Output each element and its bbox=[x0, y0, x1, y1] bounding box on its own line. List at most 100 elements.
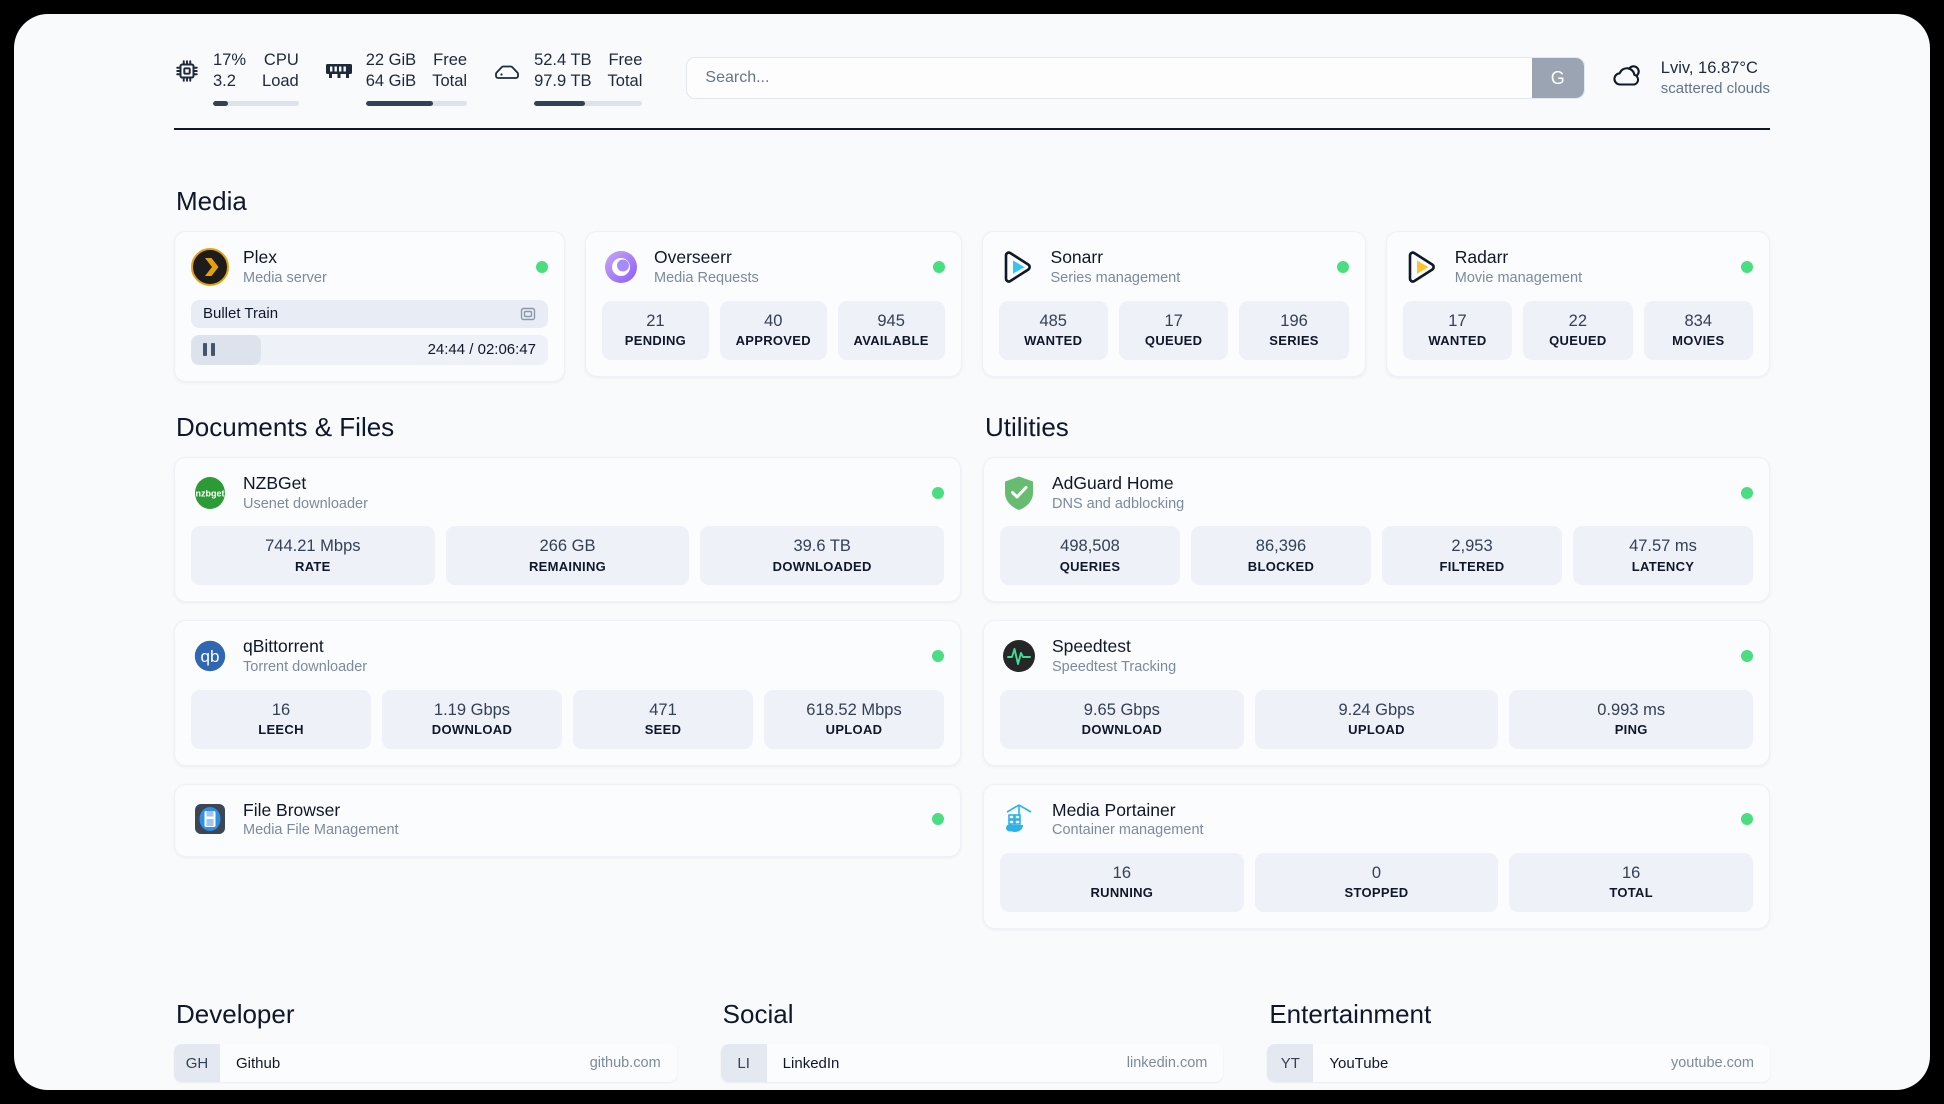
plex-now-playing-title: Bullet Train bbox=[203, 305, 279, 323]
bookmark-link[interactable]: GH Github github.com bbox=[174, 1044, 677, 1083]
stat-value: 2,953 bbox=[1451, 537, 1493, 556]
stat-value: 9.24 Gbps bbox=[1338, 700, 1415, 719]
cpu-usage-bar bbox=[213, 101, 299, 107]
memory-usage-bar bbox=[365, 101, 468, 107]
bookmark-group-social: Social LI LinkedIn linkedin.com TW Twitt… bbox=[720, 999, 1224, 1090]
speedtest-description: Speedtest Tracking bbox=[1052, 658, 1177, 675]
stat-box: 16 RUNNING bbox=[1000, 853, 1244, 913]
stat-label: QUERIES bbox=[1059, 558, 1121, 574]
qbittorrent-name: qBittorrent bbox=[243, 636, 324, 657]
nzbget-name: NZBGet bbox=[243, 472, 307, 493]
speedtest-icon bbox=[1000, 637, 1038, 675]
stat-value: 485 bbox=[1039, 311, 1067, 330]
stat-label: LEECH bbox=[258, 722, 304, 738]
filebrowser-status-indicator bbox=[932, 813, 944, 826]
bookmark-name: YouTube bbox=[1329, 1054, 1389, 1072]
stat-value: 498,508 bbox=[1060, 537, 1120, 556]
service-card-speedtest[interactable]: Speedtest Speedtest Tracking 9.65 Gbps D… bbox=[983, 620, 1770, 766]
cpu-stat-group: 17% 3.2 CPU Load bbox=[174, 50, 299, 107]
overseerr-stats: 21 PENDING 40 APPROVED 945 AVAILABLE bbox=[602, 300, 945, 360]
radarr-name: Radarr bbox=[1454, 247, 1509, 268]
documents-column: Documents & Files nzbget NZBGet Usenet d… bbox=[174, 412, 961, 947]
service-card-nzbget[interactable]: nzbget NZBGet Usenet downloader 744.21 M… bbox=[174, 456, 961, 603]
qbittorrent-stats: 16 LEECH 1.19 Gbps DOWNLOAD 471 SEED 618… bbox=[191, 689, 944, 749]
disk-free: 52.4 TB bbox=[534, 51, 592, 69]
bookmark-group-developer: Developer GH Github github.com SO StackO… bbox=[174, 999, 677, 1090]
portainer-icon bbox=[1000, 800, 1038, 838]
stat-box: 9.65 Gbps DOWNLOAD bbox=[1000, 689, 1244, 749]
cpu-icon bbox=[174, 50, 200, 84]
stat-box: 47.57 ms LATENCY bbox=[1573, 526, 1753, 586]
stat-value: 16 bbox=[1112, 864, 1132, 883]
stat-box: 21 PENDING bbox=[602, 300, 709, 360]
stat-value: 17 bbox=[1448, 311, 1467, 330]
stat-value: 266 GB bbox=[539, 537, 596, 556]
stat-label: BLOCKED bbox=[1247, 558, 1315, 574]
adguard-name: AdGuard Home bbox=[1052, 472, 1174, 493]
bookmark-group-title: Social bbox=[722, 999, 794, 1030]
service-card-portainer[interactable]: Media Portainer Container management 16 … bbox=[983, 783, 1770, 930]
search-submit-button[interactable]: G bbox=[1531, 58, 1584, 99]
bookmark-link[interactable]: YT YouTube youtube.com bbox=[1267, 1044, 1771, 1083]
search-bar[interactable]: G bbox=[686, 57, 1585, 100]
disk-label-total: Total bbox=[607, 72, 643, 91]
stat-box: 16 LEECH bbox=[191, 689, 371, 749]
stat-label: DOWNLOAD bbox=[1081, 722, 1163, 738]
adguard-stats: 498,508 QUERIES 86,396 BLOCKED 2,953 FIL… bbox=[1000, 526, 1753, 586]
disk-usage-bar bbox=[534, 101, 643, 107]
memory-total: 64 GiB bbox=[365, 72, 417, 91]
qbittorrent-description: Torrent downloader bbox=[243, 658, 368, 675]
cast-icon[interactable] bbox=[520, 306, 536, 322]
stat-label: SEED bbox=[644, 722, 682, 738]
stat-value: 22 bbox=[1568, 311, 1588, 330]
qbittorrent-icon: qb bbox=[191, 637, 229, 675]
speedtest-status-indicator bbox=[1741, 650, 1753, 663]
plex-progress-bar[interactable]: 24:44 / 02:06:47 bbox=[191, 334, 548, 365]
bookmark-name: LinkedIn bbox=[782, 1054, 840, 1072]
disk-stat-group: 52.4 TB 97.9 TB Free Total bbox=[493, 50, 643, 107]
stat-label: WANTED bbox=[1024, 333, 1083, 349]
pause-icon[interactable] bbox=[203, 343, 215, 357]
bookmark-name: Github bbox=[236, 1054, 281, 1072]
sonarr-stats: 485 WANTED 17 QUEUED 196 SERIES bbox=[998, 300, 1349, 360]
stat-box: 744.21 Mbps RATE bbox=[191, 526, 435, 586]
stat-value: 471 bbox=[649, 700, 677, 719]
cloud-icon bbox=[1611, 61, 1647, 96]
section-title-documents: Documents & Files bbox=[176, 411, 395, 442]
stat-box: 834 MOVIES bbox=[1643, 300, 1753, 360]
cpu-label-secondary: Load bbox=[262, 72, 299, 91]
service-card-radarr[interactable]: Radarr Movie management 17 WANTED 22 QUE… bbox=[1385, 231, 1770, 377]
bookmark-link[interactable]: LI LinkedIn linkedin.com bbox=[720, 1044, 1224, 1083]
stat-label: QUEUED bbox=[1549, 333, 1607, 349]
service-card-filebrowser[interactable]: File Browser Media File Management bbox=[174, 783, 961, 858]
nzbget-status-indicator bbox=[932, 486, 944, 499]
stat-box: 40 APPROVED bbox=[719, 300, 827, 360]
stat-box: 1.19 Gbps DOWNLOAD bbox=[382, 689, 562, 749]
adguard-status-indicator bbox=[1741, 486, 1753, 499]
overseerr-name: Overseerr bbox=[654, 247, 732, 268]
service-card-adguard[interactable]: AdGuard Home DNS and adblocking 498,508 … bbox=[983, 456, 1770, 603]
search-input[interactable] bbox=[687, 69, 1532, 88]
stat-label: STOPPED bbox=[1344, 885, 1409, 901]
stat-value: 16 bbox=[271, 700, 291, 719]
service-card-plex[interactable]: Plex Media server Bullet Train bbox=[174, 231, 565, 382]
nzbget-icon: nzbget bbox=[191, 474, 229, 512]
filebrowser-icon bbox=[191, 800, 229, 838]
memory-free: 22 GiB bbox=[365, 51, 417, 69]
radarr-status-indicator bbox=[1740, 261, 1753, 274]
disk-total: 97.9 TB bbox=[534, 72, 592, 91]
overseerr-description: Media Requests bbox=[654, 269, 759, 286]
utilities-column: Utilities AdGuard Home DNS and adblockin… bbox=[983, 412, 1770, 947]
stat-box: 17 WANTED bbox=[1402, 300, 1513, 360]
stat-label: MOVIES bbox=[1672, 333, 1725, 349]
service-card-sonarr[interactable]: Sonarr Series management 485 WANTED 17 Q… bbox=[981, 231, 1366, 377]
stat-label: FILTERED bbox=[1439, 558, 1505, 574]
bookmark-abbr: YT bbox=[1267, 1044, 1314, 1083]
sonarr-icon bbox=[999, 248, 1037, 286]
service-card-overseerr[interactable]: Overseerr Media Requests 21 PENDING 40 A… bbox=[585, 231, 962, 377]
overseerr-status-indicator bbox=[932, 261, 945, 274]
stat-box: 2,953 FILTERED bbox=[1382, 526, 1562, 586]
service-card-qbittorrent[interactable]: qb qBittorrent Torrent downloader 16 LEE… bbox=[174, 620, 961, 766]
disk-icon bbox=[493, 50, 521, 82]
stat-box: 39.6 TB DOWNLOADED bbox=[700, 526, 945, 586]
